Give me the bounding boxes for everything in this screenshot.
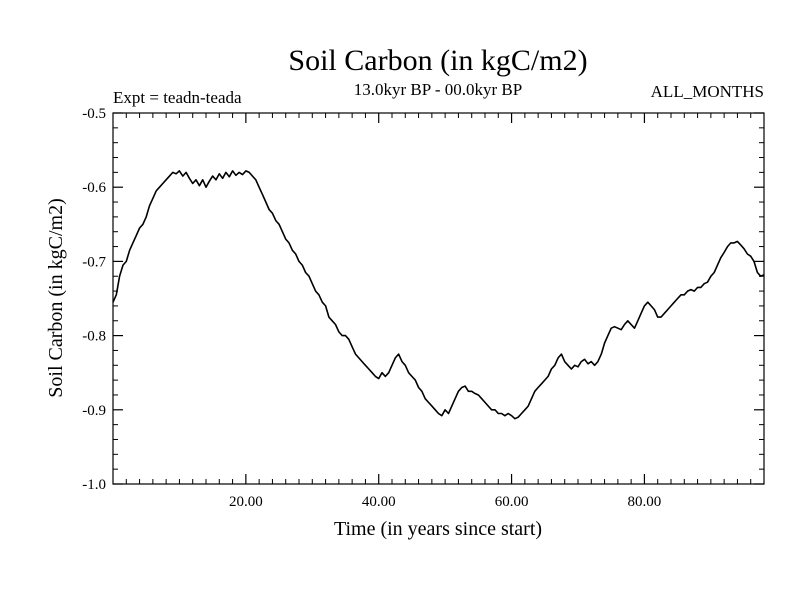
x-tick-label: 60.00: [495, 494, 529, 510]
x-tick-label: 20.00: [229, 494, 263, 510]
x-axis-label: Time (in years since start): [334, 518, 542, 540]
chart-subtitle: 13.0kyr BP - 00.0kyr BP: [354, 80, 522, 99]
y-tick-label: -0.8: [82, 329, 106, 345]
y-tick-label: -0.6: [82, 180, 106, 196]
y-tick-labels: -1.0 -0.9 -0.8 -0.7 -0.6 -0.5: [82, 106, 106, 493]
minor-ticks: [113, 113, 764, 484]
y-tick-label: -0.9: [82, 403, 106, 419]
x-tick-label: 80.00: [628, 494, 662, 510]
months-note: ALL_MONTHS: [651, 82, 764, 101]
y-tick-label: -1.0: [82, 477, 106, 493]
chart-title: Soil Carbon (in kgC/m2): [288, 44, 587, 77]
x-tick-label: 40.00: [362, 494, 396, 510]
major-ticks: [113, 112, 764, 485]
soil-carbon-line: [112, 170, 765, 420]
y-tick-label: -0.5: [82, 106, 106, 122]
experiment-note: Expt = teadn-teada: [113, 88, 242, 107]
plot-frame: [112, 112, 765, 485]
y-tick-label: -0.7: [82, 254, 106, 270]
y-axis-label: Soil Carbon (in kgC/m2): [45, 198, 67, 397]
x-tick-labels: 20.00 40.00 60.00 80.00: [229, 494, 661, 510]
